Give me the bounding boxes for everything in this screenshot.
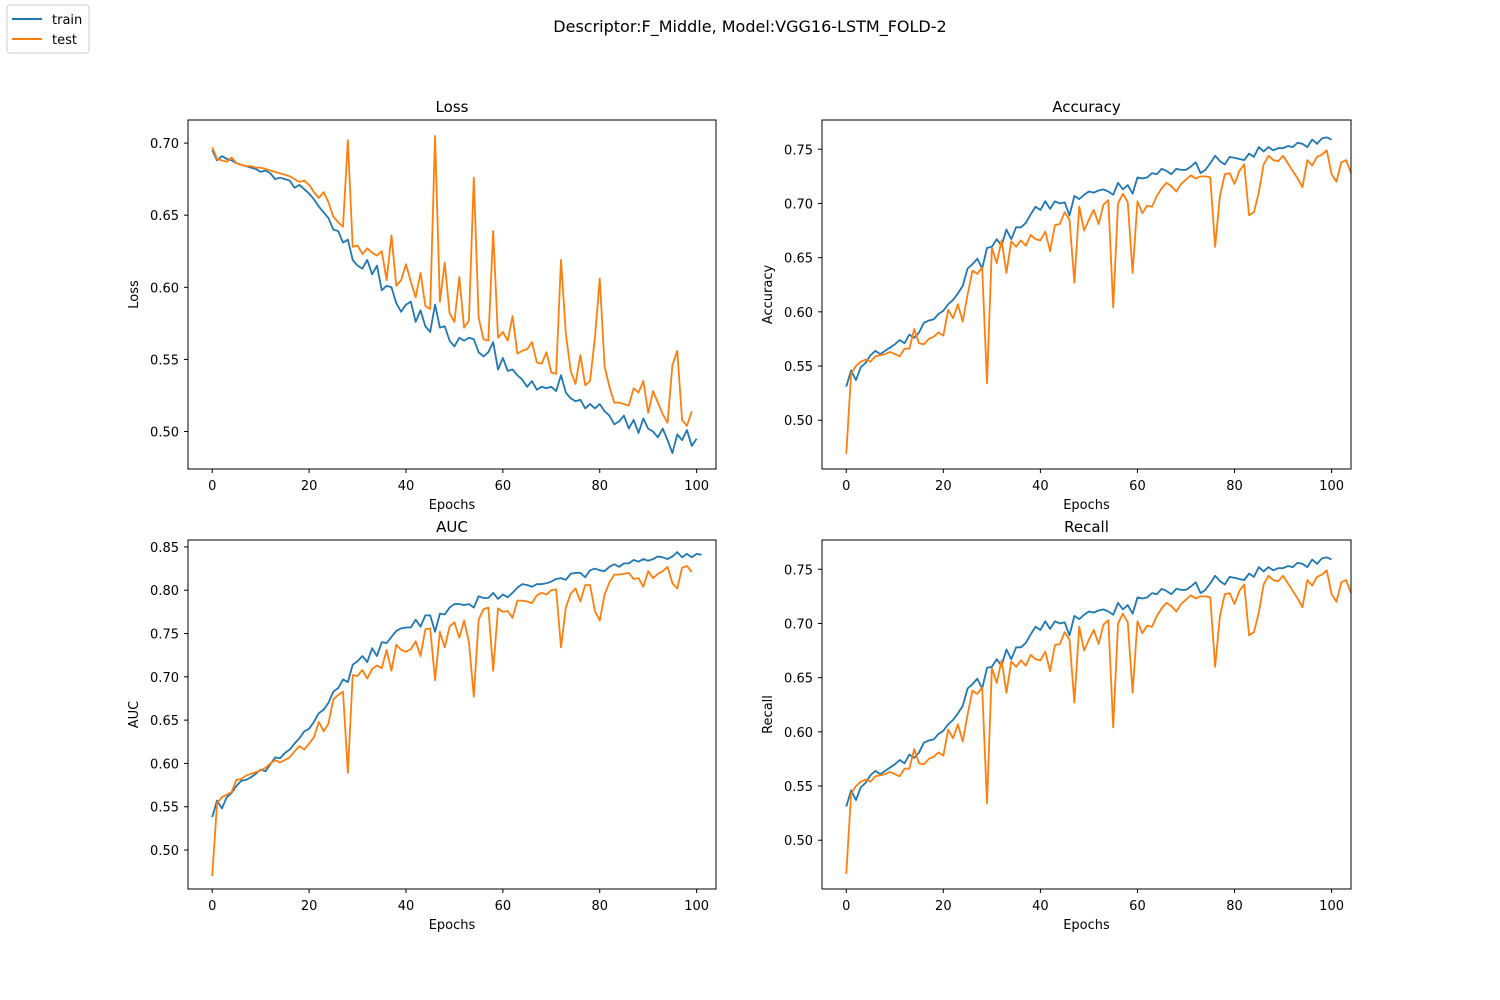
auc-series-test-line xyxy=(211,565,693,877)
loss-panel: 0 20 40 60 80 100 0.50 0.55 0.60 0.65 0.70 Loss Epoc… xyxy=(127,98,717,513)
loss-y-tick-label: 0.50 xyxy=(150,426,179,441)
auc-x-axis-label: Epochs xyxy=(429,918,476,933)
loss-x-axis-label: Epochs xyxy=(429,498,476,513)
recall-panel: 0 20 40 60 80 100 0.50 0.55 0.60 0.65 0.70 0.75 Reca… xyxy=(761,518,1352,933)
recall-title: Recall xyxy=(1064,518,1109,536)
accuracy-x-tick-label: 60 xyxy=(1129,479,1146,494)
auc-x-tick-label: 80 xyxy=(591,899,608,914)
loss-x-tick-label: 60 xyxy=(495,479,512,494)
accuracy-y-tick-label: 0.75 xyxy=(784,143,813,158)
auc-y-tick-label: 0.60 xyxy=(150,757,179,772)
accuracy-x-tick-label: 40 xyxy=(1032,479,1049,494)
auc-x-tick-label: 0 xyxy=(208,899,216,914)
auc-series-train-line xyxy=(211,551,702,818)
recall-y-tick-label: 0.75 xyxy=(784,563,813,578)
recall-series-train-line xyxy=(845,556,1332,807)
loss-series-train-line xyxy=(211,149,698,455)
recall-y-tick-label: 0.65 xyxy=(784,672,813,687)
recall-x-tick-label: 80 xyxy=(1226,899,1243,914)
recall-y-axis-label: Recall xyxy=(761,695,776,734)
recall-x-tick-label: 0 xyxy=(842,899,850,914)
recall-y-tick-label: 0.70 xyxy=(784,617,813,632)
auc-x-tick-label: 60 xyxy=(495,899,512,914)
recall-y-tick-label: 0.55 xyxy=(784,780,813,795)
auc-y-tick-label: 0.55 xyxy=(150,801,179,816)
legend-label-test: test xyxy=(52,33,77,48)
accuracy-series-train-line xyxy=(845,136,1332,387)
loss-y-axis-label: Loss xyxy=(127,280,142,309)
loss-y-tick-label: 0.70 xyxy=(150,137,179,152)
figure-suptitle: Descriptor:F_Middle, Model:VGG16-LSTM_FO… xyxy=(553,17,946,37)
recall-series-test-line xyxy=(845,569,1352,874)
accuracy-title: Accuracy xyxy=(1052,98,1121,116)
auc-x-tick-label: 20 xyxy=(301,899,318,914)
accuracy-x-tick-label: 100 xyxy=(1319,479,1344,494)
loss-x-tick-label: 0 xyxy=(208,479,216,494)
auc-y-axis-label: AUC xyxy=(127,701,142,729)
auc-y-tick-label: 0.80 xyxy=(150,584,179,599)
recall-x-tick-label: 100 xyxy=(1319,899,1344,914)
loss-x-tick-label: 100 xyxy=(684,479,709,494)
accuracy-y-tick-label: 0.50 xyxy=(784,414,813,429)
accuracy-panel: 0 20 40 60 80 100 0.50 0.55 0.60 0.65 0.70 0.75 Accu… xyxy=(761,98,1352,513)
accuracy-y-tick-label: 0.60 xyxy=(784,306,813,321)
loss-x-tick-label: 20 xyxy=(301,479,318,494)
loss-x-tick-label: 80 xyxy=(591,479,608,494)
loss-x-tick-label: 40 xyxy=(398,479,415,494)
accuracy-y-tick-label: 0.65 xyxy=(784,252,813,267)
accuracy-series-test-line xyxy=(845,149,1352,454)
auc-axes-frame xyxy=(187,539,717,890)
auc-title: AUC xyxy=(436,518,468,536)
accuracy-y-axis-label: Accuracy xyxy=(761,265,776,325)
legend: train test xyxy=(6,4,90,54)
accuracy-y-tick-label: 0.70 xyxy=(784,197,813,212)
auc-panel: 0 20 40 60 80 100 0.50 0.55 0.60 0.65 0.70 0.75 0.80… xyxy=(127,518,717,933)
accuracy-x-tick-label: 0 xyxy=(842,479,850,494)
auc-y-tick-label: 0.65 xyxy=(150,714,179,729)
recall-x-tick-label: 40 xyxy=(1032,899,1049,914)
recall-x-tick-label: 20 xyxy=(935,899,952,914)
loss-series-test-line xyxy=(211,134,693,427)
legend-frame xyxy=(6,4,90,54)
loss-y-tick-label: 0.55 xyxy=(150,353,179,368)
recall-x-tick-label: 60 xyxy=(1129,899,1146,914)
legend-label-train: train xyxy=(52,13,82,28)
recall-x-axis-label: Epochs xyxy=(1063,918,1110,933)
recall-y-tick-label: 0.50 xyxy=(784,834,813,849)
accuracy-x-axis-label: Epochs xyxy=(1063,498,1110,513)
auc-y-tick-label: 0.75 xyxy=(150,628,179,643)
auc-y-tick-label: 0.50 xyxy=(150,844,179,859)
accuracy-x-tick-label: 80 xyxy=(1226,479,1243,494)
accuracy-x-tick-label: 20 xyxy=(935,479,952,494)
loss-axes-frame xyxy=(187,119,717,470)
accuracy-axes-frame xyxy=(821,119,1352,470)
accuracy-y-tick-label: 0.55 xyxy=(784,360,813,375)
loss-y-tick-label: 0.60 xyxy=(150,281,179,296)
auc-y-tick-label: 0.70 xyxy=(150,671,179,686)
loss-y-tick-label: 0.65 xyxy=(150,209,179,224)
loss-title: Loss xyxy=(436,98,469,116)
recall-y-tick-label: 0.60 xyxy=(784,726,813,741)
auc-x-tick-label: 40 xyxy=(398,899,415,914)
recall-axes-frame xyxy=(821,539,1352,890)
auc-y-tick-label: 0.85 xyxy=(150,541,179,556)
auc-x-tick-label: 100 xyxy=(684,899,709,914)
